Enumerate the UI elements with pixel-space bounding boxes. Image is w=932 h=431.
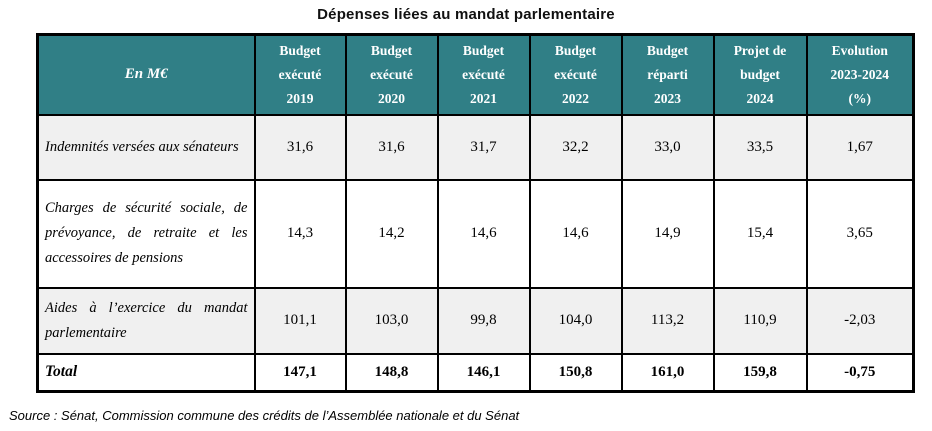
header-line: 2023-2024 xyxy=(830,66,890,82)
total-value: 150,8 xyxy=(528,352,623,393)
cell-value: 14,6 xyxy=(436,178,531,289)
header-line: budget xyxy=(740,66,780,82)
table-row-charges: Charges de sécurité sociale, de prévoyan… xyxy=(36,178,915,289)
header-cell-budget-2023: Budget réparti 2023 xyxy=(620,33,715,116)
header-cell-budget-2020: Budget exécuté 2020 xyxy=(344,33,439,116)
table-header: En M€ Budget exécuté 2019 Budget exécuté… xyxy=(36,33,915,116)
cell-value: 14,6 xyxy=(528,178,623,289)
header-line: Budget xyxy=(462,42,505,58)
cell-value: 101,1 xyxy=(253,286,347,355)
header-line: 2020 xyxy=(378,90,405,106)
unit-label: En M€ xyxy=(124,66,168,83)
header-line: 2019 xyxy=(286,90,314,106)
total-value: 148,8 xyxy=(344,352,439,393)
header-line: 2023 xyxy=(654,90,681,106)
header-line: exécuté xyxy=(462,66,505,82)
header-line: Projet de xyxy=(733,42,787,58)
total-value: -0,75 xyxy=(805,352,915,393)
cell-value: 99,8 xyxy=(436,286,531,355)
cell-value: 110,9 xyxy=(712,286,808,355)
source-note: Source : Sénat, Commission commune des c… xyxy=(9,408,520,423)
header-line: exécuté xyxy=(370,66,413,82)
cell-value: 14,3 xyxy=(253,178,347,289)
header-line: Budget xyxy=(554,42,597,58)
cell-value: -2,03 xyxy=(805,286,915,355)
cell-value: 31,6 xyxy=(253,113,347,181)
header-line: 2024 xyxy=(746,90,774,106)
header-line: exécuté xyxy=(554,66,597,82)
cell-value: 103,0 xyxy=(344,286,439,355)
total-value: 146,1 xyxy=(436,352,531,393)
cell-value: 15,4 xyxy=(712,178,808,289)
cell-value: 33,5 xyxy=(712,113,808,181)
cell-value: 14,9 xyxy=(620,178,715,289)
cell-value: 14,2 xyxy=(344,178,439,289)
header-cell-budget-2019: Budget exécuté 2019 xyxy=(253,33,347,116)
total-value: 159,8 xyxy=(712,352,808,393)
header-line: 2021 xyxy=(470,90,497,106)
cell-value: 32,2 xyxy=(528,113,623,181)
header-line: Budget xyxy=(646,42,689,58)
header-row: En M€ Budget exécuté 2019 Budget exécuté… xyxy=(36,33,915,116)
header-cell-budget-2024: Projet de budget 2024 xyxy=(712,33,808,116)
cell-value: 104,0 xyxy=(528,286,623,355)
header-line: réparti xyxy=(647,66,688,82)
row-label: Aides à l’exercice du mandat parlementai… xyxy=(36,286,256,355)
header-line: 2022 xyxy=(562,90,589,106)
cell-value: 31,7 xyxy=(436,113,531,181)
table-row-total: Total 147,1 148,8 146,1 150,8 161,0 159,… xyxy=(36,352,915,393)
total-value: 161,0 xyxy=(620,352,715,393)
row-label: Indemnités versées aux sénateurs xyxy=(36,113,256,181)
total-label: Total xyxy=(36,352,256,393)
total-value: 147,1 xyxy=(253,352,347,393)
budget-table: En M€ Budget exécuté 2019 Budget exécuté… xyxy=(36,33,915,393)
cell-value: 31,6 xyxy=(344,113,439,181)
cell-value: 113,2 xyxy=(620,286,715,355)
header-line: exécuté xyxy=(278,66,322,82)
cell-value: 3,65 xyxy=(805,178,915,289)
table-row-indemnites: Indemnités versées aux sénateurs 31,6 31… xyxy=(36,113,915,181)
header-line: (%) xyxy=(848,90,872,106)
page-title: Dépenses liées au mandat parlementaire xyxy=(317,6,615,23)
header-line: Evolution xyxy=(831,42,888,58)
cell-value: 33,0 xyxy=(620,113,715,181)
row-label: Charges de sécurité sociale, de prévoyan… xyxy=(36,178,256,289)
header-line: Budget xyxy=(279,42,321,58)
header-cell-unit: En M€ xyxy=(36,33,256,116)
header-cell-budget-2022: Budget exécuté 2022 xyxy=(528,33,623,116)
header-cell-evolution: Evolution 2023-2024 (%) xyxy=(805,33,915,116)
cell-value: 1,67 xyxy=(805,113,915,181)
header-line: Budget xyxy=(370,42,413,58)
table-row-aides: Aides à l’exercice du mandat parlementai… xyxy=(36,286,915,355)
header-cell-budget-2021: Budget exécuté 2021 xyxy=(436,33,531,116)
